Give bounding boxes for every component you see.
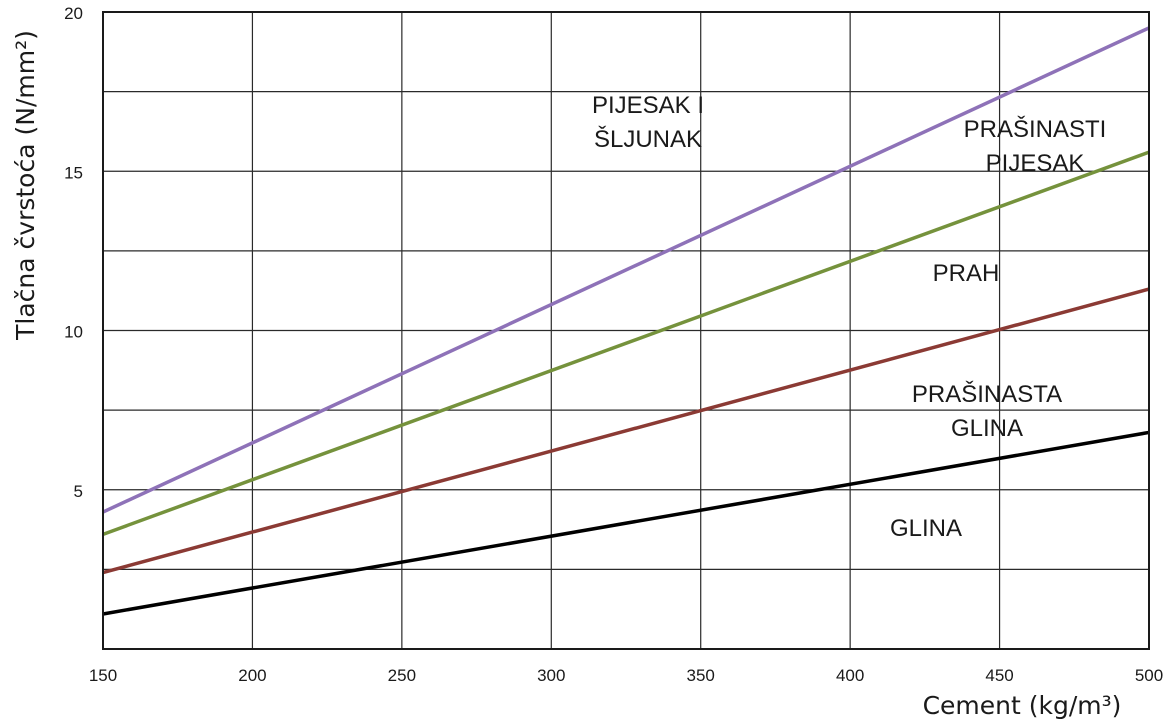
gridlines: [102, 12, 1150, 649]
y-tick-label: 5: [74, 482, 83, 501]
series-line-0: [102, 26, 1150, 514]
series-label-3: PRAŠINASTA GLINA: [912, 380, 1062, 442]
x-tick-label: 200: [238, 666, 266, 685]
y-tick-label: 20: [64, 4, 83, 23]
series-label-2: PRAH: [933, 260, 1000, 287]
x-axis-title: Cement (kg/m³): [923, 691, 1122, 720]
y-tick-label: 10: [64, 323, 83, 342]
x-tick-label: 150: [89, 666, 117, 685]
series-label-4: GLINA: [890, 515, 962, 542]
series-label-1: PRAŠINASTI PIJESAK: [964, 115, 1107, 177]
series-lines: [102, 26, 1150, 616]
series-label-0: PIJESAK I ŠLJUNAK: [592, 92, 704, 153]
x-tick-label: 250: [388, 666, 416, 685]
x-tick-label: 350: [687, 666, 715, 685]
series-line-2: [102, 287, 1150, 575]
y-tick-labels: 5 10 15 20: [64, 4, 83, 501]
x-tick-label: 450: [985, 666, 1013, 685]
y-axis-title: Tlačna čvrstoća (N/mm²): [11, 30, 40, 341]
y-tick-label: 15: [64, 163, 83, 182]
series-line-1: [102, 150, 1150, 536]
x-tick-label: 300: [537, 666, 565, 685]
x-tick-label: 400: [836, 666, 864, 685]
x-tick-labels: 150 200 250 300 350 400 450 500: [89, 666, 1163, 685]
x-tick-label: 500: [1135, 666, 1163, 685]
series-line-3: [102, 430, 1150, 616]
series-labels: PIJESAK I ŠLJUNAK PRAŠINASTI PIJESAK PRAH PRA…: [592, 92, 1106, 542]
plot-frame: [102, 11, 1150, 650]
